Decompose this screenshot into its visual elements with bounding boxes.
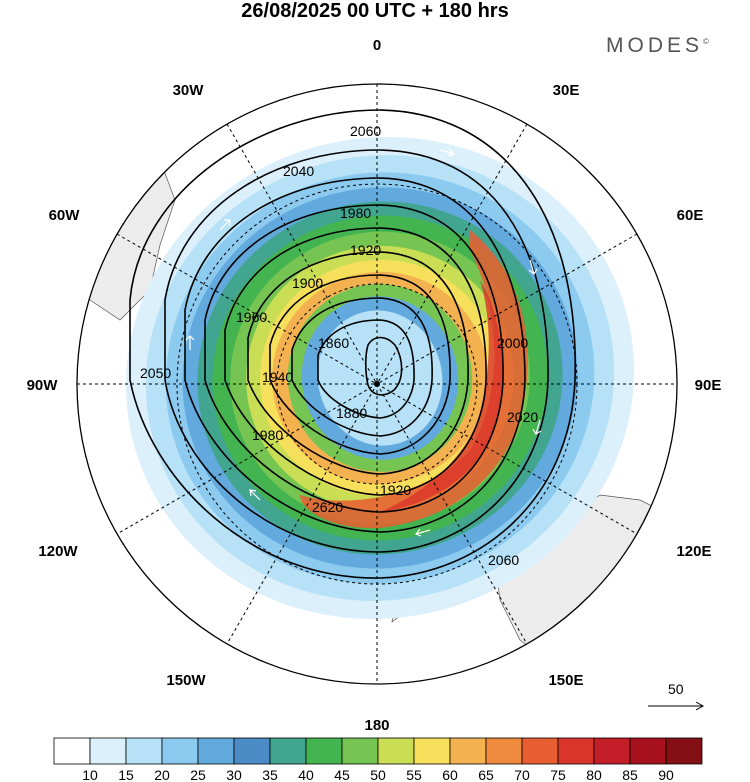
- contour-label: 1860: [318, 335, 349, 351]
- lon-label-90e: 90E: [695, 377, 722, 394]
- contour-line: [224, 227, 487, 496]
- contour-label: 2060: [488, 552, 519, 568]
- colorbar-tick-label: 60: [442, 767, 458, 782]
- contour-label: 1880: [336, 405, 367, 421]
- colorbar-tick-label: 20: [154, 767, 170, 782]
- lon-label-60w: 60W: [49, 207, 81, 224]
- contour-label: 1940: [262, 369, 293, 385]
- wind-vectors: [185, 133, 542, 537]
- contour-label: 1980: [340, 205, 371, 221]
- colorbar-swatch: [233, 737, 271, 765]
- contour-label: 2050: [140, 365, 171, 381]
- lon-label-90w: 90W: [27, 377, 59, 394]
- reference-vector-label: 50: [668, 681, 684, 697]
- colorbar-tick-label: 90: [658, 767, 674, 782]
- map-boundary: [76, 83, 678, 685]
- lon-label-0: 0: [373, 37, 381, 54]
- contour-line: [291, 297, 433, 437]
- colorbar-tick-label: 10: [82, 767, 98, 782]
- colorbar-swatch: [269, 737, 307, 765]
- wind-arrow: [219, 219, 231, 231]
- contour-line: [164, 149, 549, 553]
- colorbar-tick-label: 80: [586, 767, 602, 782]
- colorbar: 10 15 20 25 30 35 40 45 50 55 60 65 70 75 80 85 90: [53, 737, 703, 782]
- contour-line: [184, 177, 526, 533]
- colorbar-tick-label: 35: [262, 767, 278, 782]
- colorbar-tick-label: 25: [190, 767, 206, 782]
- colorbar-swatch: [161, 737, 199, 765]
- wind-arrow: [249, 489, 261, 501]
- lon-label-30w: 30W: [173, 82, 205, 99]
- colorbar-swatch: [629, 737, 667, 765]
- contour-label: 1920: [380, 482, 411, 498]
- wind-arrow: [528, 259, 538, 275]
- contour-line: [317, 319, 415, 419]
- colorbar-tick-label: 75: [550, 767, 566, 782]
- colorbar-tick-label: 30: [226, 767, 242, 782]
- contour-line: [204, 204, 504, 513]
- modes-logo: MODES©: [606, 34, 709, 58]
- colorbar-swatch: [665, 737, 703, 765]
- colorbar-swatch: [593, 737, 631, 765]
- colorbar-tick-label: 15: [118, 767, 134, 782]
- contour-labels: 2060 2040 1980 1920 1900 1860 1880 1940 …: [140, 123, 538, 568]
- colorbar-swatch: [53, 737, 91, 765]
- wind-arrow: [532, 419, 542, 435]
- contour-label: 1900: [292, 275, 323, 291]
- contour-line: [269, 274, 451, 455]
- contour-line: [247, 251, 469, 475]
- wind-arrow: [439, 148, 456, 157]
- jet-core-shading: [380, 280, 503, 512]
- colorbar-swatch: [485, 737, 523, 765]
- height-contours: [129, 109, 576, 579]
- colorbar-tick-label: 50: [370, 767, 386, 782]
- colorbar-swatch: [125, 737, 163, 765]
- pole-marker: [374, 381, 380, 387]
- copyright-mark: ©: [703, 37, 709, 46]
- contour-label: 1960: [236, 309, 267, 325]
- longitude-labels: 0 30E 60E 90E 120E 150E 180 150W 120W 90…: [27, 37, 722, 734]
- colorbar-swatch: [305, 737, 343, 765]
- lon-label-60e: 60E: [677, 207, 704, 224]
- colorbar-swatch: [341, 737, 379, 765]
- map-disk: [77, 84, 677, 684]
- colorbar-swatch: [377, 737, 415, 765]
- colorbar-tick-label: 45: [334, 767, 350, 782]
- colorbar-tick-label: 55: [406, 767, 422, 782]
- contour-line: [129, 109, 576, 579]
- contour-label: 1980: [252, 427, 283, 443]
- reference-vector: 50: [648, 681, 705, 711]
- wind-arrow: [299, 133, 315, 141]
- lon-label-30e: 30E: [553, 82, 580, 99]
- lon-label-150e: 150E: [548, 672, 583, 689]
- lon-label-150w: 150W: [166, 672, 206, 689]
- lon-label-180: 180: [364, 717, 389, 734]
- contour-label: 2620: [312, 499, 343, 515]
- contour-label: 1920: [350, 242, 381, 258]
- map-title: 26/08/2025 00 UTC + 180 hrs: [241, 0, 509, 22]
- contour-label: 2040: [283, 163, 314, 179]
- contour-line: [364, 336, 403, 396]
- colorbar-swatch: [89, 737, 127, 765]
- colorbar-tick-label: 40: [298, 767, 314, 782]
- colorbar-swatch: [557, 737, 595, 765]
- colorbar-tick-label: 85: [622, 767, 638, 782]
- lon-label-120w: 120W: [38, 543, 78, 560]
- colorbar-swatch: [413, 737, 451, 765]
- wind-band: [317, 310, 443, 446]
- colorbar-swatch: [521, 737, 559, 765]
- contour-label: 2060: [350, 123, 381, 139]
- wind-arrow: [415, 528, 431, 537]
- lon-label-120e: 120E: [676, 543, 711, 560]
- wind-arrow: [185, 335, 195, 350]
- colorbar-tick-label: 65: [478, 767, 494, 782]
- contour-label: 2000: [497, 335, 528, 351]
- colorbar-swatch: [197, 737, 235, 765]
- colorbar-tick-label: 70: [514, 767, 530, 782]
- contour-label: 2020: [507, 409, 538, 425]
- colorbar-swatch: [449, 737, 487, 765]
- brand-name: MODES: [606, 34, 704, 57]
